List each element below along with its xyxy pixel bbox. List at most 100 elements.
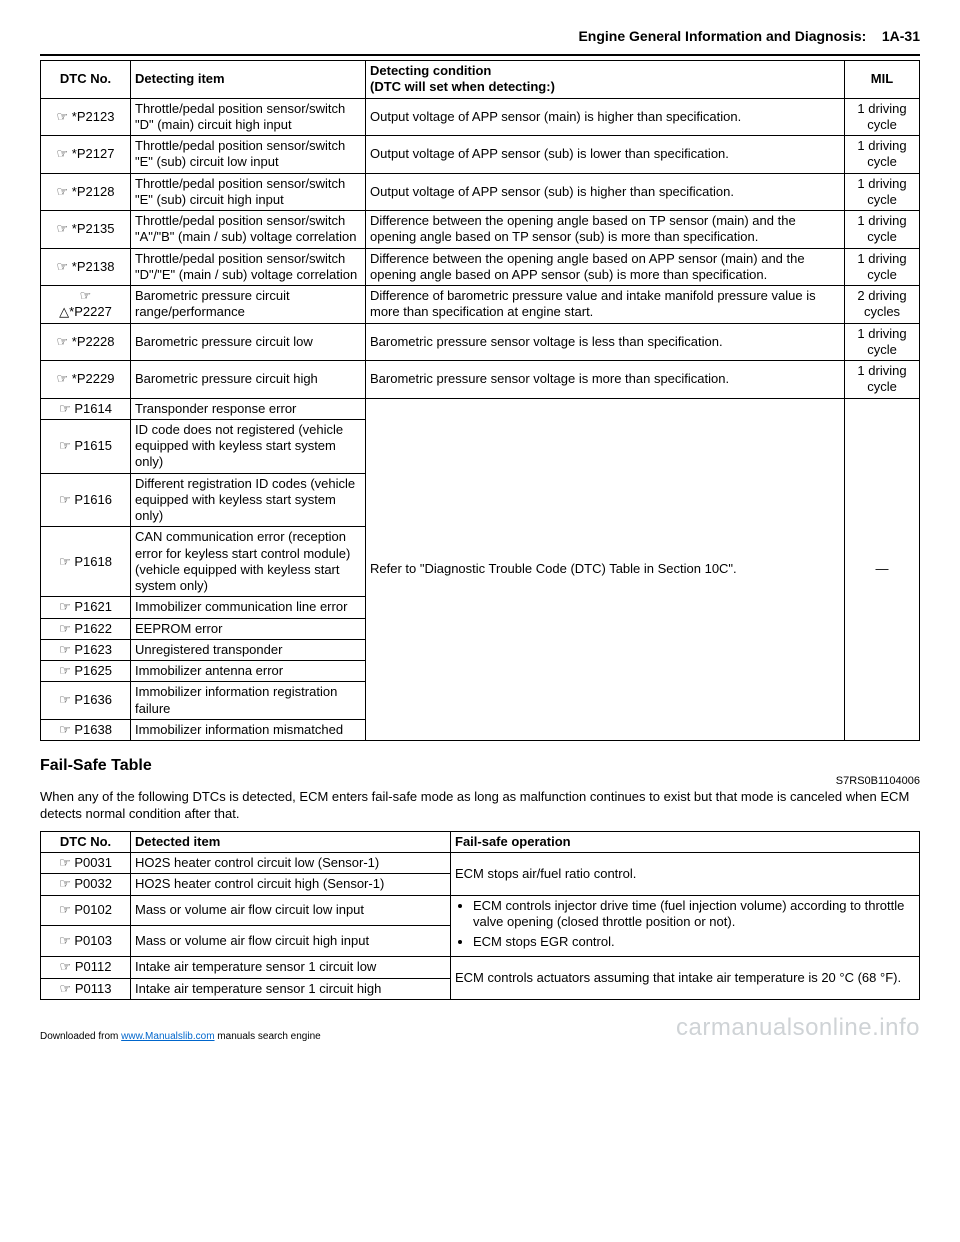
cell-dtc: ☞ P1623	[41, 639, 131, 660]
cell-item: Intake air temperature sensor 1 circuit …	[131, 957, 451, 978]
op-bullet: ECM controls injector drive time (fuel i…	[473, 898, 915, 931]
cell-cond: Output voltage of APP sensor (main) is h…	[366, 98, 845, 136]
cell-dtc: ☞ *P2123	[41, 98, 131, 136]
cell-item: Mass or volume air flow circuit low inpu…	[131, 895, 451, 926]
table-row: ☞ P0112 Intake air temperature sensor 1 …	[41, 957, 920, 978]
th-dtc-no: DTC No.	[41, 831, 131, 852]
page-footer: Downloaded from www.Manualslib.com manua…	[0, 1010, 960, 1050]
cell-cond: Output voltage of APP sensor (sub) is lo…	[366, 136, 845, 174]
th-detected-item: Detected item	[131, 831, 451, 852]
cell-item: Throttle/pedal position sensor/switch "D…	[131, 98, 366, 136]
cell-item: Immobilizer antenna error	[131, 661, 366, 682]
cell-dtc: ☞ P0112	[41, 957, 131, 978]
cell-item: Mass or volume air flow circuit high inp…	[131, 926, 451, 957]
cell-item: Throttle/pedal position sensor/switch "D…	[131, 248, 366, 286]
table-header-row: DTC No. Detecting item Detecting conditi…	[41, 61, 920, 99]
cell-item: Barometric pressure circuit range/perfor…	[131, 286, 366, 324]
cell-dtc: ☞ P1636	[41, 682, 131, 720]
failsafe-table: DTC No. Detected item Fail-safe operatio…	[40, 831, 920, 1000]
table-row: ☞ *P2127 Throttle/pedal position sensor/…	[41, 136, 920, 174]
cell-op: ECM stops air/fuel ratio control.	[451, 853, 920, 896]
cell-item: Barometric pressure circuit low	[131, 323, 366, 361]
cell-cond: Barometric pressure sensor voltage is le…	[366, 323, 845, 361]
table-row: ☞ *P2229 Barometric pressure circuit hig…	[41, 361, 920, 399]
cell-dtc: ☞ P1625	[41, 661, 131, 682]
cell-item: Throttle/pedal position sensor/switch "E…	[131, 136, 366, 174]
th-item: Detecting item	[131, 61, 366, 99]
cell-cond: Difference between the opening angle bas…	[366, 248, 845, 286]
cell-dtc: ☞ P1616	[41, 473, 131, 527]
cell-dtc: ☞ P0102	[41, 895, 131, 926]
cell-dtc: ☞ P0032	[41, 874, 131, 895]
cell-mil: 1 driving cycle	[845, 211, 920, 249]
cell-item: Different registration ID codes (vehicle…	[131, 473, 366, 527]
table-row: ☞ *P2138 Throttle/pedal position sensor/…	[41, 248, 920, 286]
footer-prefix: Downloaded from	[40, 1031, 121, 1042]
cell-mil: 1 driving cycle	[845, 98, 920, 136]
cell-item: Unregistered transponder	[131, 639, 366, 660]
cell-cond: Difference of barometric pressure value …	[366, 286, 845, 324]
cell-mil: 1 driving cycle	[845, 361, 920, 399]
cell-dtc: ☞ P1618	[41, 527, 131, 597]
failsafe-heading: Fail-Safe Table	[40, 757, 920, 775]
table-row: ☞ P0102 Mass or volume air flow circuit …	[41, 895, 920, 926]
cell-dtc: ☞ P1622	[41, 618, 131, 639]
cell-cond: Difference between the opening angle bas…	[366, 211, 845, 249]
cell-dtc: ☞ P1621	[41, 597, 131, 618]
page-header: Engine General Information and Diagnosis…	[40, 28, 920, 44]
cell-dtc: ☞ P1615	[41, 419, 131, 473]
cell-item: Immobilizer information registration fai…	[131, 682, 366, 720]
cell-item: Intake air temperature sensor 1 circuit …	[131, 978, 451, 999]
cell-cond: Output voltage of APP sensor (sub) is hi…	[366, 173, 845, 211]
th-failsafe-op: Fail-safe operation	[451, 831, 920, 852]
table-row: ☞ P0031 HO2S heater control circuit low …	[41, 853, 920, 874]
cell-dtc: ☞ *P2127	[41, 136, 131, 174]
cell-cond-merged: Refer to "Diagnostic Trouble Code (DTC) …	[366, 398, 845, 741]
table-row: ☞ △*P2227 Barometric pressure circuit ra…	[41, 286, 920, 324]
section-title: Engine General Information and Diagnosis…	[578, 28, 866, 44]
cell-dtc: ☞ *P2138	[41, 248, 131, 286]
header-rule	[40, 54, 920, 56]
table-row: ☞ P1614 Transponder response error Refer…	[41, 398, 920, 419]
th-dtc-no: DTC No.	[41, 61, 131, 99]
cell-dtc: ☞ *P2228	[41, 323, 131, 361]
cell-item: ID code does not registered (vehicle equ…	[131, 419, 366, 473]
cell-dtc: ☞ *P2135	[41, 211, 131, 249]
cell-item: Immobilizer communication line error	[131, 597, 366, 618]
cell-mil: 2 driving cycles	[845, 286, 920, 324]
table-header-row: DTC No. Detected item Fail-safe operatio…	[41, 831, 920, 852]
table-row: ☞ *P2228 Barometric pressure circuit low…	[41, 323, 920, 361]
cell-item: Immobilizer information mismatched	[131, 719, 366, 740]
cell-item: HO2S heater control circuit low (Sensor-…	[131, 853, 451, 874]
th-cond: Detecting condition (DTC will set when d…	[366, 61, 845, 99]
cell-dtc: ☞ P1614	[41, 398, 131, 419]
doc-code: S7RS0B1104006	[40, 775, 920, 787]
footer-link[interactable]: www.Manualslib.com	[121, 1031, 214, 1042]
watermark: carmanualsonline.info	[676, 1014, 920, 1042]
cell-dtc: ☞ P0103	[41, 926, 131, 957]
cell-item: HO2S heater control circuit high (Sensor…	[131, 874, 451, 895]
cell-dtc: ☞ P0031	[41, 853, 131, 874]
cell-item: EEPROM error	[131, 618, 366, 639]
cell-item: Barometric pressure circuit high	[131, 361, 366, 399]
cell-mil: 1 driving cycle	[845, 136, 920, 174]
page-number: 1A-31	[882, 28, 920, 44]
th-mil: MIL	[845, 61, 920, 99]
cell-dtc: ☞ P0113	[41, 978, 131, 999]
cell-dtc: ☞ △*P2227	[41, 286, 131, 324]
cell-cond: Barometric pressure sensor voltage is mo…	[366, 361, 845, 399]
cell-op-bullets: ECM controls injector drive time (fuel i…	[451, 895, 920, 957]
footer-suffix: manuals search engine	[215, 1031, 321, 1042]
cell-mil: 1 driving cycle	[845, 173, 920, 211]
cell-op: ECM controls actuators assuming that int…	[451, 957, 920, 1000]
table-row: ☞ *P2135 Throttle/pedal position sensor/…	[41, 211, 920, 249]
cell-mil-merged: —	[845, 398, 920, 741]
cell-item: Throttle/pedal position sensor/switch "E…	[131, 173, 366, 211]
table-row: ☞ *P2123 Throttle/pedal position sensor/…	[41, 98, 920, 136]
cell-dtc: ☞ *P2128	[41, 173, 131, 211]
failsafe-intro: When any of the following DTCs is detect…	[40, 789, 920, 823]
cell-item: CAN communication error (reception error…	[131, 527, 366, 597]
op-bullet: ECM stops EGR control.	[473, 934, 915, 950]
cell-mil: 1 driving cycle	[845, 248, 920, 286]
footer-left: Downloaded from www.Manualslib.com manua…	[40, 1031, 321, 1042]
